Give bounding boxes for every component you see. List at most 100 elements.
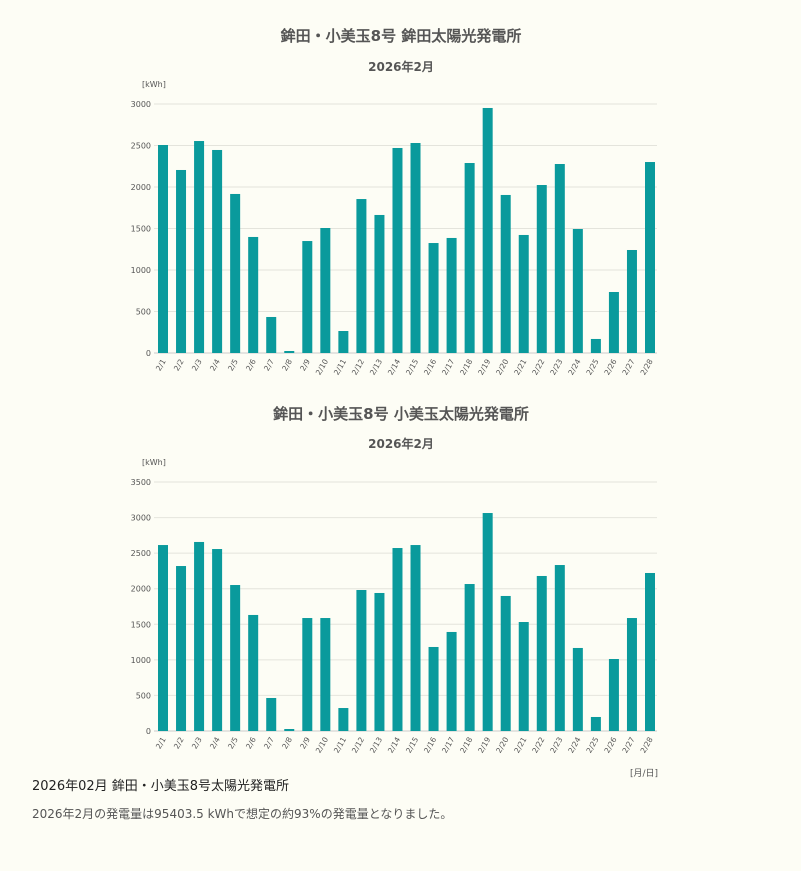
bar — [554, 164, 565, 353]
bar — [302, 618, 313, 731]
x-tick-label: 2/18 — [458, 735, 474, 754]
x-tick-label: 2/25 — [584, 357, 600, 376]
bar — [410, 545, 421, 731]
bar — [482, 107, 493, 353]
x-tick-label: 2/1 — [154, 357, 168, 372]
y-tick-label: 2000 — [131, 585, 151, 594]
chart-subtitle: 2026年2月 — [368, 59, 434, 74]
x-tick-label: 2/20 — [494, 357, 510, 376]
bar — [410, 143, 421, 353]
bar — [266, 316, 277, 353]
footer-title: 2026年02月 鉾田・小美玉8号太陽光発電所 — [32, 779, 290, 794]
y-tick-label: 3000 — [131, 100, 151, 109]
y-tick-label: 500 — [136, 308, 151, 317]
x-tick-label: 2/15 — [404, 357, 420, 376]
x-tick-label: 2/12 — [350, 735, 366, 754]
bar — [212, 549, 223, 731]
x-tick-label: 2/19 — [476, 735, 492, 754]
x-tick-label: 2/21 — [512, 357, 528, 376]
x-tick-label: 2/11 — [332, 735, 348, 754]
bar — [392, 147, 403, 353]
x-tick-label: 2/2 — [172, 357, 186, 372]
bar — [500, 595, 511, 731]
bar — [158, 145, 168, 353]
bar — [554, 565, 565, 731]
x-tick-label: 2/24 — [566, 357, 582, 376]
x-tick-label: 2/26 — [602, 735, 618, 754]
bar — [590, 716, 601, 731]
bar — [356, 589, 367, 731]
x-axis-unit: [月/日] — [630, 769, 659, 779]
x-tick-label: 2/14 — [386, 735, 402, 754]
y-tick-label: 0 — [146, 727, 151, 736]
bar — [626, 249, 637, 353]
x-tick-label: 2/11 — [332, 357, 348, 376]
bar — [320, 618, 331, 731]
bar — [338, 708, 349, 731]
x-tick-label: 2/16 — [422, 735, 438, 754]
bar — [194, 141, 205, 353]
x-tick-label: 2/3 — [190, 735, 204, 750]
bar — [374, 592, 385, 731]
bar — [248, 236, 259, 353]
x-tick-label: 2/16 — [422, 357, 438, 376]
x-tick-label: 2/26 — [602, 357, 618, 376]
bar — [284, 729, 295, 731]
bar — [482, 513, 493, 731]
bar — [518, 622, 529, 731]
x-tick-label: 2/27 — [620, 357, 636, 376]
x-tick-label: 2/18 — [458, 357, 474, 376]
x-tick-label: 2/28 — [639, 735, 655, 754]
y-axis-unit: [kWh] — [142, 458, 166, 467]
x-tick-label: 2/5 — [226, 357, 240, 372]
x-tick-label: 2/24 — [566, 735, 582, 754]
bar — [536, 575, 547, 731]
bar — [176, 566, 187, 731]
chart-subtitle: 2026年2月 — [368, 436, 434, 451]
y-axis-unit: [kWh] — [142, 80, 166, 89]
x-tick-label: 2/23 — [548, 735, 564, 754]
x-tick-label: 2/13 — [368, 735, 384, 754]
x-tick-label: 2/7 — [262, 735, 276, 750]
chart-title: 鉾田・小美玉8号 鉾田太陽光発電所 — [281, 27, 522, 45]
bar — [446, 631, 457, 731]
footer-summary: 2026年2月の発電量は95403.5 kWhで想定の約93%の発電量となりまし… — [32, 807, 453, 821]
x-tick-label: 2/8 — [280, 735, 294, 750]
x-tick-label: 2/28 — [639, 357, 655, 376]
x-tick-label: 2/25 — [584, 735, 600, 754]
bar — [518, 234, 529, 353]
bar — [392, 548, 403, 731]
y-tick-label: 500 — [136, 691, 151, 700]
bar — [266, 697, 277, 731]
bar — [230, 585, 241, 731]
bar — [374, 214, 385, 353]
bar — [194, 541, 205, 731]
x-tick-label: 2/12 — [350, 357, 366, 376]
x-tick-label: 2/3 — [190, 357, 204, 372]
bar — [572, 647, 583, 731]
bar — [338, 331, 349, 353]
bar — [536, 185, 547, 353]
bar — [158, 545, 168, 731]
x-tick-label: 2/6 — [244, 735, 258, 750]
x-tick-label: 2/4 — [208, 735, 222, 750]
bar — [645, 572, 655, 731]
x-tick-label: 2/14 — [386, 357, 402, 376]
x-tick-label: 2/17 — [440, 357, 456, 376]
y-tick-label: 3500 — [131, 478, 151, 487]
bar — [212, 149, 223, 353]
y-tick-label: 1500 — [131, 225, 151, 234]
bar — [428, 243, 439, 353]
x-tick-label: 2/19 — [476, 357, 492, 376]
x-tick-label: 2/15 — [404, 735, 420, 754]
chart-title: 鉾田・小美玉8号 小美玉太陽光発電所 — [273, 405, 529, 423]
bar — [645, 162, 655, 353]
bar — [248, 614, 259, 731]
y-tick-label: 3000 — [131, 514, 151, 523]
bar — [356, 199, 367, 353]
x-tick-label: 2/20 — [494, 735, 510, 754]
x-tick-label: 2/9 — [298, 735, 312, 750]
x-tick-label: 2/23 — [548, 357, 564, 376]
x-tick-label: 2/6 — [244, 357, 258, 372]
